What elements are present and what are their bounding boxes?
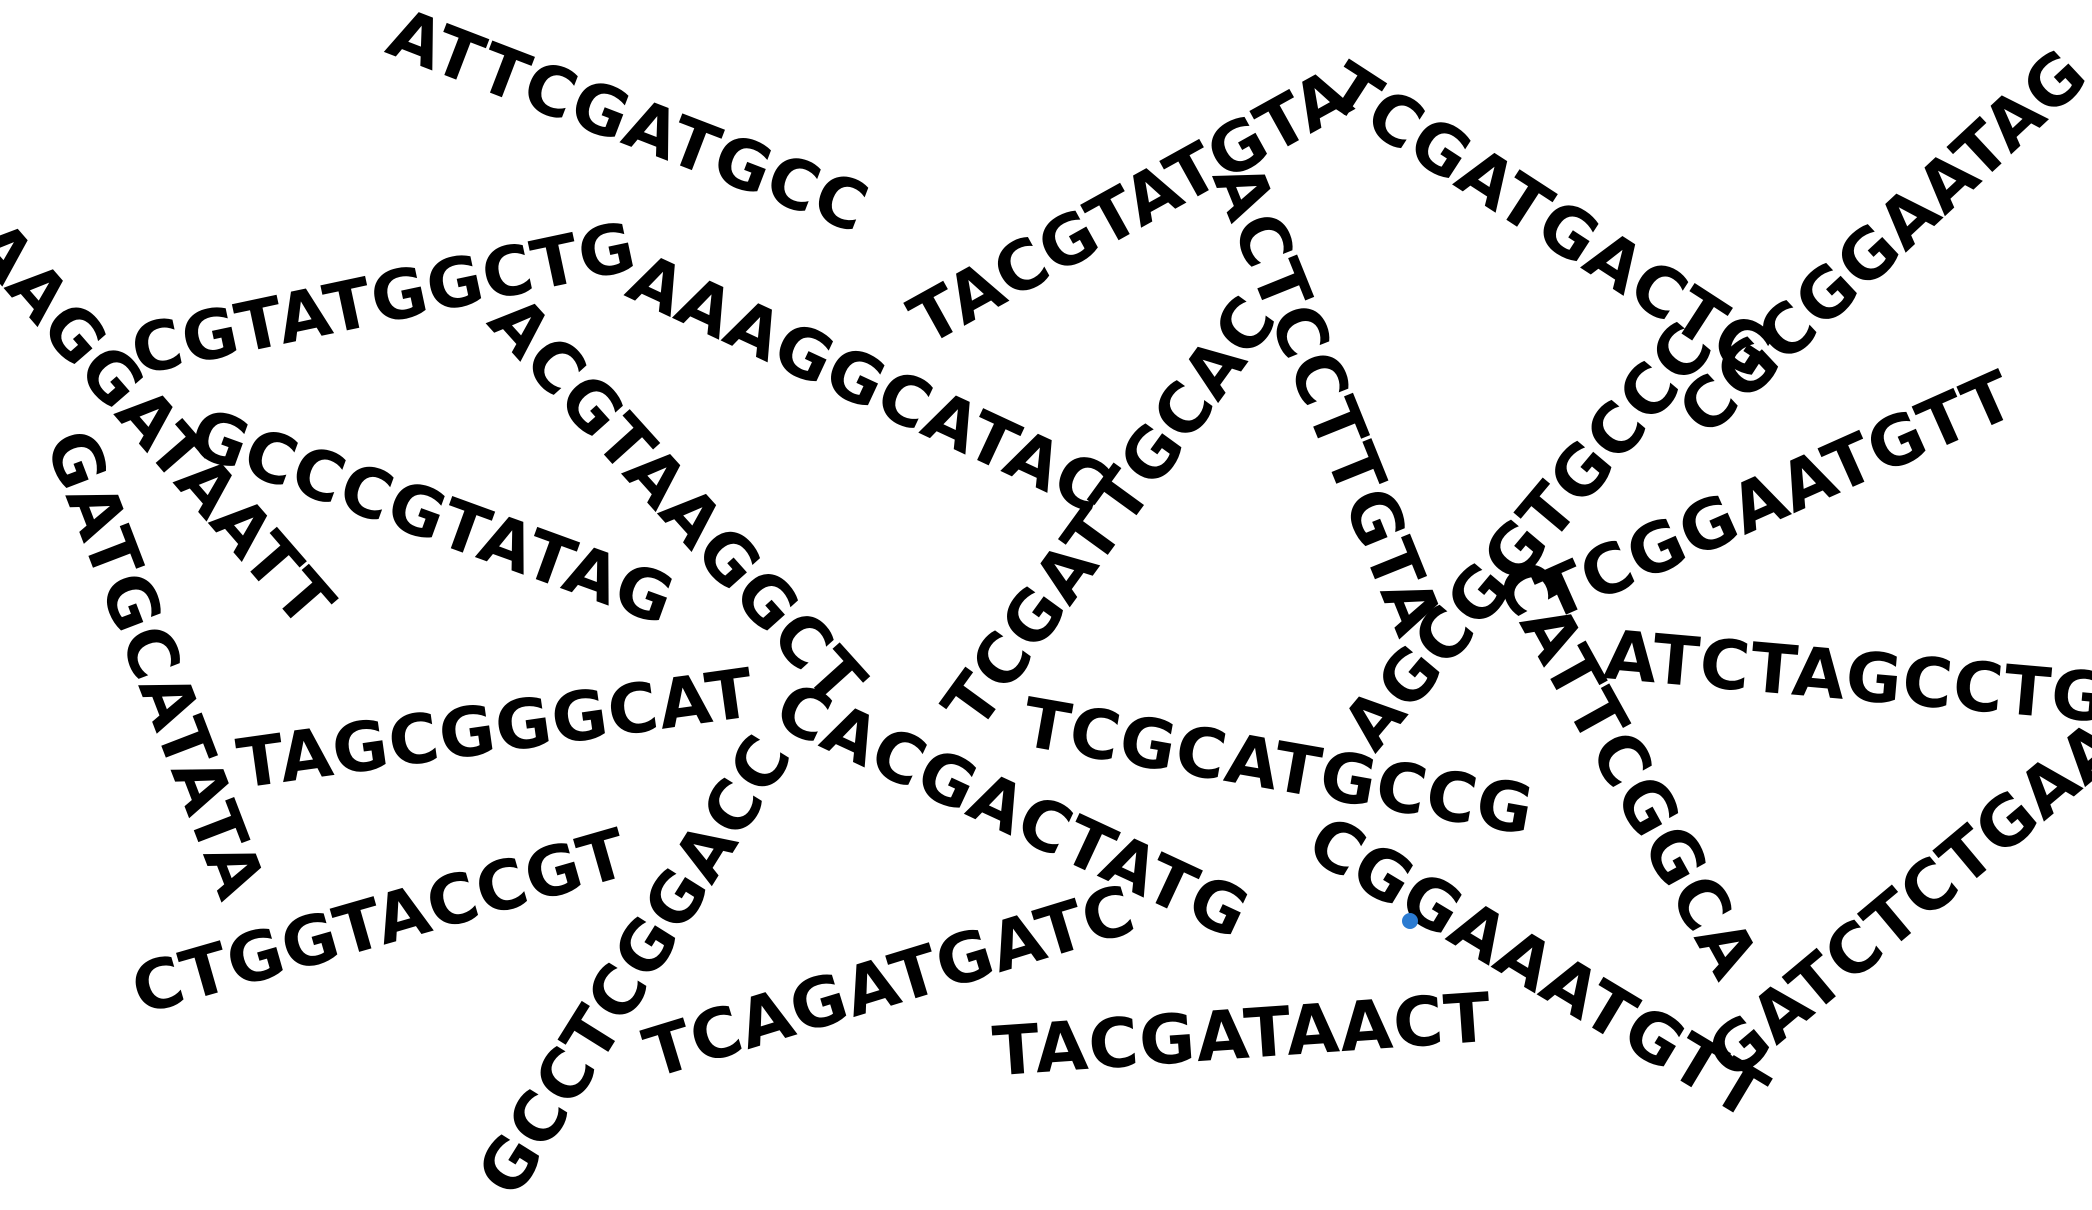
sequence-label-17: TAGCGGGCAT (232, 654, 759, 805)
sequence-label-12: TCGATTGCAC (928, 282, 1294, 744)
sequence-label-25: TACGATAACT (990, 978, 1495, 1093)
sequence-label-15: ATCTAGCCTG (1601, 616, 2092, 739)
sequence-label-3: TCGATGACTG (1312, 47, 1789, 396)
sequence-label-1: ATTCGATGCC (377, 0, 879, 250)
sequence-label-21: GCCTCGGACC (462, 721, 809, 1210)
selection-dot-marker[interactable] (1402, 913, 1418, 929)
sequence-label-4: CGCGGAATAG (1663, 34, 2092, 452)
sequence-label-24: GATCTCTGAA (1692, 705, 2092, 1096)
